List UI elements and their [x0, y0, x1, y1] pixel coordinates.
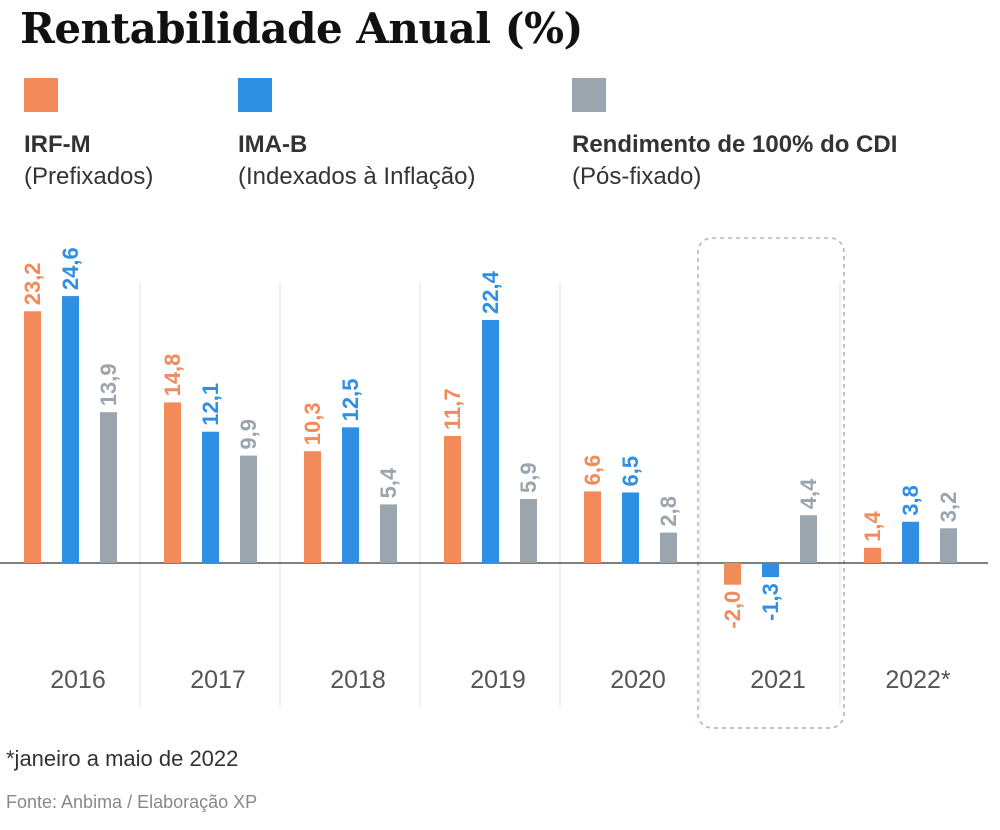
data-label-2021-s2: -1,3 — [758, 583, 783, 621]
data-label-2021-s3: 4,4 — [796, 478, 821, 509]
legend-label-cdi: Rendimento de 100% do CDI — [572, 131, 898, 158]
bar-2019-s3 — [520, 498, 537, 563]
data-label-2019-s2: 22,4 — [478, 270, 503, 314]
footnote: *janeiro a maio de 2022 — [6, 746, 239, 771]
data-label-2020-s3: 2,8 — [656, 496, 681, 527]
x-tick-label-2016: 2016 — [50, 666, 106, 694]
bar-2018-s1 — [304, 451, 321, 563]
bar-2021-s1 — [724, 563, 741, 585]
legend-swatch-irf-m — [24, 78, 58, 112]
bar-2021-s3 — [800, 515, 817, 563]
data-label-2018-s1: 10,3 — [300, 402, 325, 445]
bar-2022-s2 — [902, 521, 919, 563]
legend-swatch-ima-b — [238, 78, 272, 112]
legend-swatch-cdi — [572, 78, 606, 112]
bar-2018-s3 — [380, 504, 397, 563]
x-tick-label-2018: 2018 — [330, 666, 386, 694]
data-label-2019-s1: 11,7 — [440, 388, 465, 430]
legend-item-cdi: Rendimento de 100% do CDI (Pós-fixado) — [572, 78, 897, 194]
data-label-2018-s2: 12,5 — [338, 379, 363, 422]
bar-2020-s2 — [622, 492, 639, 563]
data-label-2020-s1: 6,6 — [580, 455, 605, 486]
bar-2018-s2 — [342, 427, 359, 563]
bar-2016-s3 — [100, 412, 117, 563]
data-label-2017-s2: 12,1 — [198, 383, 223, 426]
data-label-2016-s1: 23,2 — [20, 262, 45, 305]
x-tick-label-2020: 2020 — [610, 666, 666, 694]
data-label-2020-s2: 6,5 — [618, 456, 643, 487]
data-label-2019-s3: 5,9 — [516, 462, 541, 493]
data-label-2022-s3: 3,2 — [936, 492, 961, 523]
legend-sublabel-ima-b: (Indexados à Inflação) — [238, 163, 476, 190]
x-tick-label-2022: 2022* — [885, 666, 951, 694]
bar-chart: 23,2 24,6 13,9 2016 14,8 12,1 9,9 2017 10,3 12,5 5… — [0, 237, 988, 729]
data-label-2017-s3: 9,9 — [236, 419, 261, 450]
x-tick-label-2017: 2017 — [190, 666, 246, 694]
legend-item-ima-b: IMA-B (Indexados à Inflação) — [238, 78, 475, 194]
bar-2016-s2 — [62, 296, 79, 563]
source-note: Fonte: Anbima / Elaboração XP — [6, 792, 258, 812]
bar-2021-s2 — [762, 563, 779, 578]
bar-2020-s3 — [660, 532, 677, 563]
chart-title: Rentabilidade Anual (%) — [20, 4, 583, 53]
bar-2017-s2 — [202, 431, 219, 563]
x-tick-label-2019: 2019 — [470, 666, 526, 694]
legend-item-irf-m: IRF-M (Prefixados) — [24, 78, 153, 194]
bar-2017-s1 — [164, 402, 181, 563]
data-label-2022-s2: 3,8 — [898, 485, 923, 516]
legend-sublabel-irf-m: (Prefixados) — [24, 163, 154, 190]
bar-2022-s1 — [864, 547, 881, 563]
legend-sublabel-cdi: (Pós-fixado) — [572, 163, 702, 190]
data-label-2016-s3: 13,9 — [96, 363, 121, 406]
data-label-2016-s2: 24,6 — [58, 247, 83, 290]
highlight-box-2021 — [697, 237, 845, 729]
x-tick-label-2021: 2021 — [750, 666, 806, 694]
bar-2017-s3 — [240, 455, 257, 563]
bar-2016-s1 — [24, 311, 41, 563]
bar-2019-s2 — [482, 319, 499, 563]
bar-2019-s1 — [444, 436, 461, 563]
data-label-2022-s1: 1,4 — [860, 510, 885, 541]
bar-2020-s1 — [584, 491, 601, 563]
bar-2022-s3 — [940, 528, 957, 563]
legend-label-irf-m: IRF-M — [24, 131, 91, 158]
data-label-2021-s1: -2,0 — [720, 591, 745, 629]
data-label-2018-s3: 5,4 — [376, 467, 401, 498]
legend-label-ima-b: IMA-B — [238, 131, 308, 158]
data-label-2017-s1: 14,8 — [160, 354, 185, 397]
